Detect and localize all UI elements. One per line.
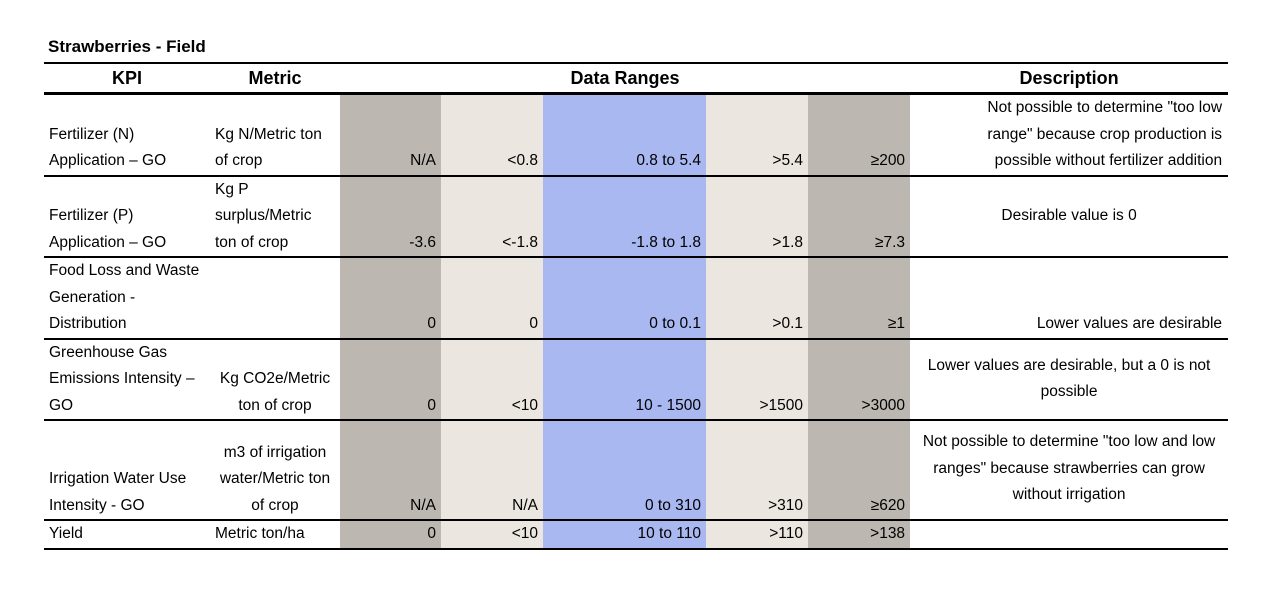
kpi-cell: Fertilizer (P) Application – GO bbox=[44, 175, 210, 258]
range-cell: ≥200 bbox=[808, 93, 911, 177]
range-cell: 0.8 to 5.4 bbox=[543, 93, 706, 177]
range-cell: -3.6 bbox=[340, 175, 441, 258]
description-cell: Lower values are desirable bbox=[910, 257, 1229, 340]
range-cell: 0 to 310 bbox=[543, 420, 706, 521]
header-row: KPI Metric Data Ranges Description bbox=[44, 62, 1229, 95]
description-cell: Not possible to determine "too low and l… bbox=[910, 420, 1229, 521]
column-header: Metric bbox=[210, 62, 340, 95]
kpi-table: KPI Metric Data Ranges Description Fertiliz… bbox=[44, 62, 1229, 550]
metric-cell: m3 of irrigation water/Metric ton of cro… bbox=[210, 420, 340, 521]
range-cell: >310 bbox=[706, 420, 808, 521]
metric-cell: Metric ton/ha bbox=[210, 520, 340, 550]
table-row: Food Loss and Waste Generation - Distrib… bbox=[44, 257, 1229, 340]
range-cell: 0 bbox=[441, 257, 543, 340]
description-cell: Not possible to determine "too low range… bbox=[910, 93, 1229, 177]
metric-cell: Kg CO2e/Metric ton of crop bbox=[210, 338, 340, 421]
table-row: Fertilizer (P) Application – GO Kg P surp… bbox=[44, 175, 1229, 258]
range-cell: N/A bbox=[340, 93, 441, 177]
range-cell: <0.8 bbox=[441, 93, 543, 177]
kpi-cell: Food Loss and Waste Generation - Distrib… bbox=[44, 257, 210, 340]
description-cell: Desirable value is 0 bbox=[910, 175, 1229, 258]
range-cell: ≥620 bbox=[808, 420, 911, 521]
range-cell: >1.8 bbox=[706, 175, 808, 258]
range-cell: 0 bbox=[340, 338, 441, 421]
range-cell: -1.8 to 1.8 bbox=[543, 175, 706, 258]
range-cell: 0 bbox=[340, 520, 441, 550]
metric-cell: Kg N/Metric ton of crop bbox=[210, 93, 340, 177]
table-body: Fertilizer (N) Application – GO Kg N/Metr… bbox=[44, 93, 1229, 550]
range-cell: >138 bbox=[808, 520, 911, 550]
range-cell: N/A bbox=[441, 420, 543, 521]
description-cell: Lower values are desirable, but a 0 is n… bbox=[910, 338, 1229, 421]
table-row: Greenhouse Gas Emissions Intensity – GO K… bbox=[44, 338, 1229, 421]
range-cell: ≥1 bbox=[808, 257, 911, 340]
range-cell: <-1.8 bbox=[441, 175, 543, 258]
column-header: Description bbox=[910, 62, 1229, 95]
range-cell: >110 bbox=[706, 520, 808, 550]
range-cell: >5.4 bbox=[706, 93, 808, 177]
range-cell: <10 bbox=[441, 338, 543, 421]
range-cell: >1500 bbox=[706, 338, 808, 421]
column-header: Data Ranges bbox=[340, 62, 911, 95]
range-cell: 0 bbox=[340, 257, 441, 340]
range-cell: 0 to 0.1 bbox=[543, 257, 706, 340]
range-cell: 10 - 1500 bbox=[543, 338, 706, 421]
kpi-cell: Irrigation Water Use Intensity - GO bbox=[44, 420, 210, 521]
description-cell bbox=[910, 520, 1229, 550]
range-cell: ≥7.3 bbox=[808, 175, 911, 258]
range-cell: <10 bbox=[441, 520, 543, 550]
column-header: KPI bbox=[44, 62, 210, 95]
metric-cell: Kg P surplus/Metric ton of crop bbox=[210, 175, 340, 258]
range-cell: 10 to 110 bbox=[543, 520, 706, 550]
range-cell: >3000 bbox=[808, 338, 911, 421]
table-title: Strawberries - Field bbox=[48, 37, 206, 56]
range-cell: >0.1 bbox=[706, 257, 808, 340]
kpi-cell: Yield bbox=[44, 520, 210, 550]
kpi-cell: Fertilizer (N) Application – GO bbox=[44, 93, 210, 177]
table-row: Irrigation Water Use Intensity - GO m3 of… bbox=[44, 420, 1229, 521]
range-cell: N/A bbox=[340, 420, 441, 521]
table-row: Fertilizer (N) Application – GO Kg N/Metr… bbox=[44, 93, 1229, 177]
table-row: Yield Metric ton/ha 0 <10 10 to 110 >110 >138 bbox=[44, 520, 1229, 550]
metric-cell bbox=[210, 257, 340, 340]
kpi-cell: Greenhouse Gas Emissions Intensity – GO bbox=[44, 338, 210, 421]
